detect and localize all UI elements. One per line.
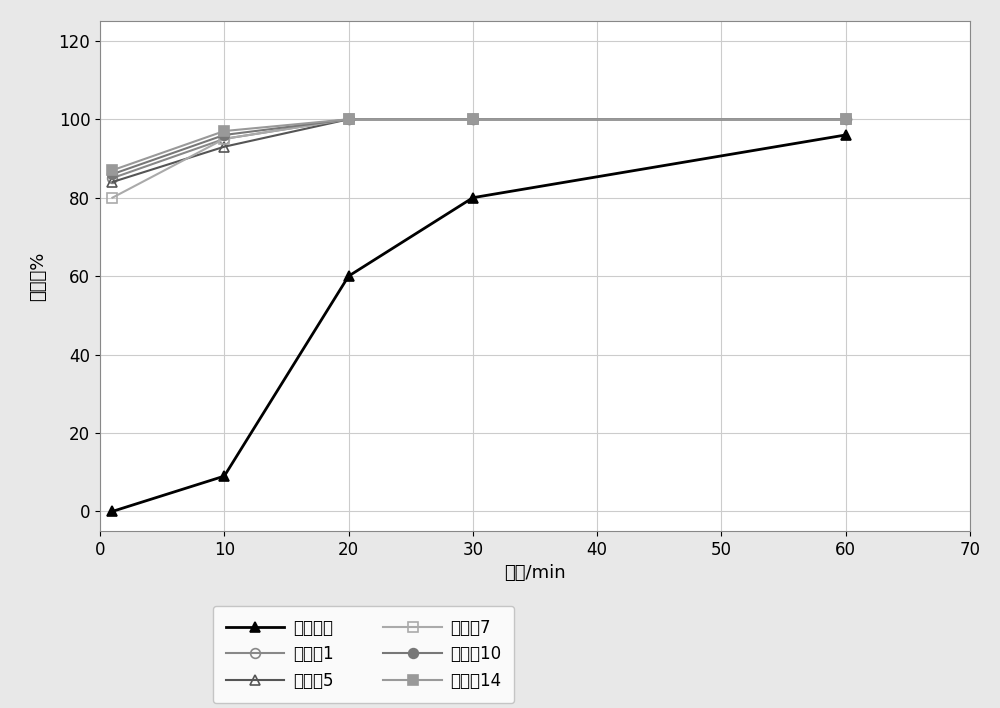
实施例14 (467, 115, 479, 123)
实施例10 (218, 131, 230, 139)
参比制剂 (840, 131, 852, 139)
实施例14 (106, 166, 118, 174)
Y-axis label: 溶出度%: 溶出度% (29, 251, 47, 301)
实施例14 (218, 127, 230, 135)
实施例5 (343, 115, 355, 123)
实施例10 (840, 115, 852, 123)
参比制剂 (467, 193, 479, 202)
实施例14 (840, 115, 852, 123)
实施例10 (106, 170, 118, 178)
X-axis label: 时间/min: 时间/min (504, 564, 566, 582)
实施例10 (467, 115, 479, 123)
实施例5 (106, 178, 118, 186)
实施例1 (343, 115, 355, 123)
实施例7 (218, 135, 230, 143)
Line: 实施例5: 实施例5 (108, 115, 851, 187)
实施例7 (106, 193, 118, 202)
参比制剂 (218, 472, 230, 480)
Legend: 参比制剂, 实施例1, 实施例5, 实施例7, 实施例10, 实施例14: 参比制剂, 实施例1, 实施例5, 实施例7, 实施例10, 实施例14 (213, 605, 514, 703)
实施例1 (106, 174, 118, 183)
实施例10 (343, 115, 355, 123)
Line: 实施例14: 实施例14 (108, 115, 851, 175)
Line: 参比制剂: 参比制剂 (108, 130, 851, 516)
Line: 实施例7: 实施例7 (108, 115, 851, 202)
实施例1 (840, 115, 852, 123)
实施例1 (218, 135, 230, 143)
参比制剂 (343, 272, 355, 280)
实施例7 (343, 115, 355, 123)
Line: 实施例10: 实施例10 (108, 115, 851, 179)
参比制剂 (106, 507, 118, 515)
实施例1 (467, 115, 479, 123)
实施例7 (467, 115, 479, 123)
Line: 实施例1: 实施例1 (108, 115, 851, 183)
实施例5 (218, 142, 230, 151)
实施例7 (840, 115, 852, 123)
实施例5 (840, 115, 852, 123)
实施例5 (467, 115, 479, 123)
实施例14 (343, 115, 355, 123)
